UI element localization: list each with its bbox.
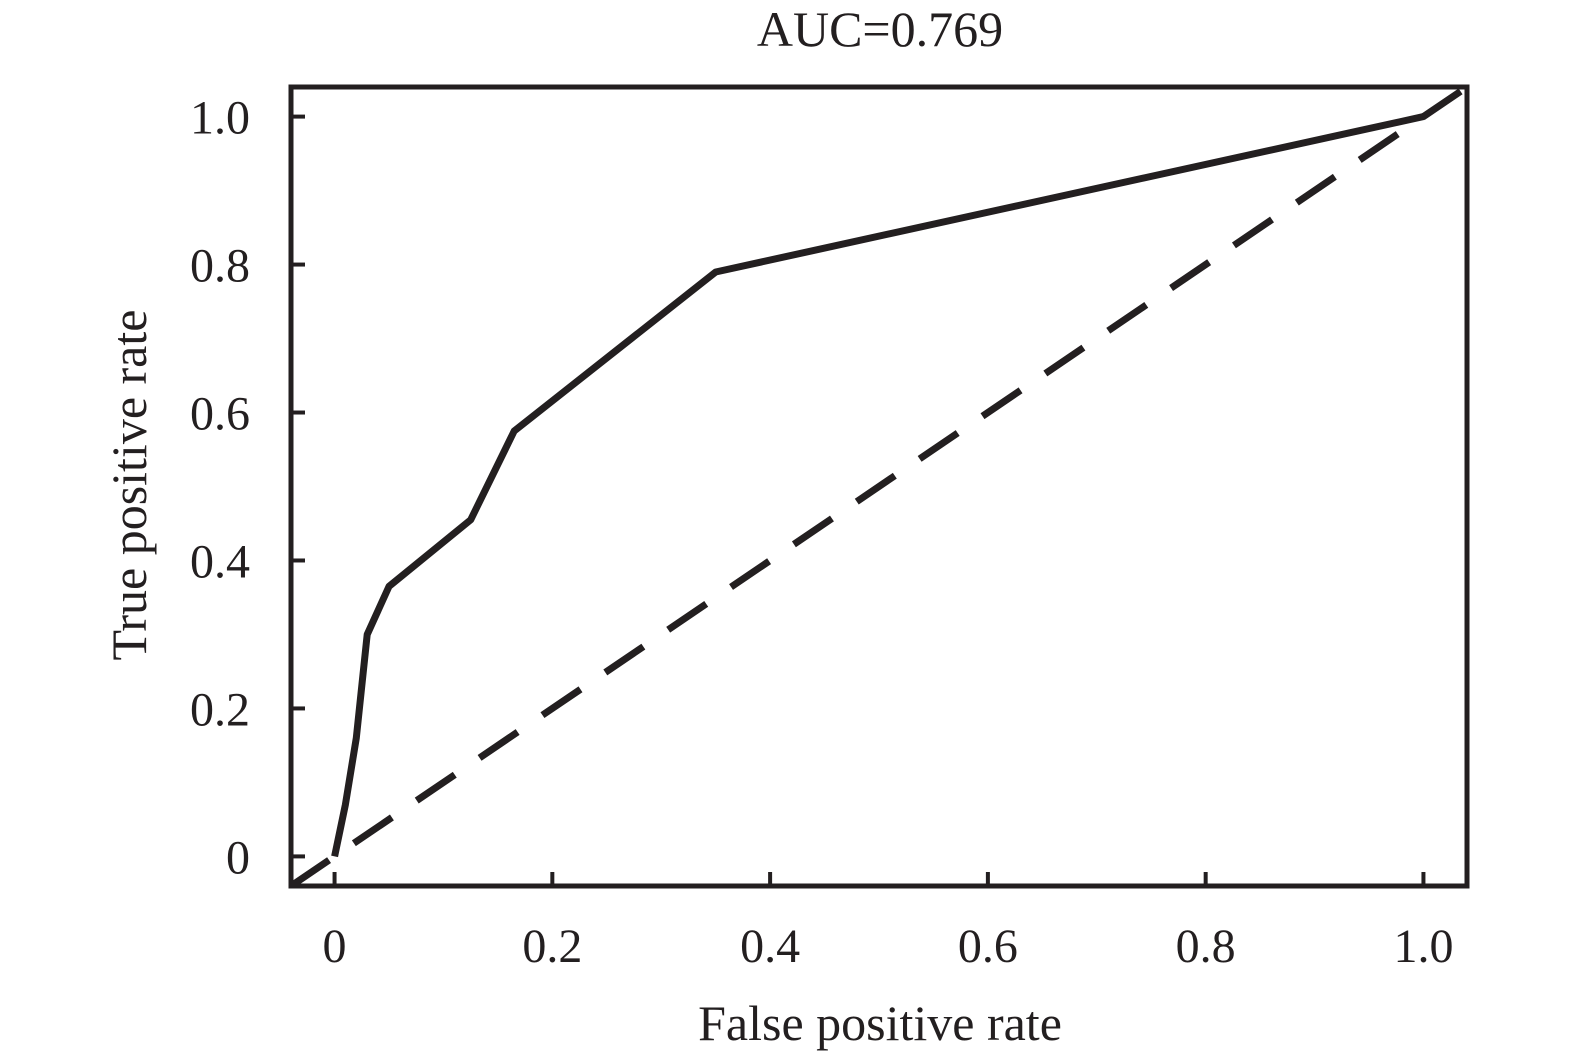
roc-curve-line xyxy=(331,113,1425,858)
chart-title: AUC=0.769 xyxy=(757,1,1003,57)
axis-ticks: 0 0.2 0.4 0.6 0.8 1.0 0 0.2 0.4 0.6 0.8 1.0 xyxy=(190,92,1453,973)
x-tick-label: 0.2 xyxy=(522,920,582,973)
y-tick-label: 0.6 xyxy=(190,388,250,441)
x-tick-label: 0 xyxy=(323,920,347,973)
x-tick-label: 0.8 xyxy=(1176,920,1236,973)
reference-diagonal-line xyxy=(291,87,1467,886)
y-tick-label: 0.2 xyxy=(190,683,250,736)
y-tick-label: 0.8 xyxy=(190,240,250,293)
plot-frame xyxy=(288,84,1470,889)
plot-area xyxy=(288,84,1470,889)
y-tick-label: 0.4 xyxy=(190,535,250,588)
y-axis-label: True positive rate xyxy=(101,310,157,661)
x-axis-label: False positive rate xyxy=(698,995,1062,1051)
x-tick-label: 1.0 xyxy=(1393,920,1453,973)
y-tick-label: 1.0 xyxy=(190,92,250,145)
x-tick-label: 0.6 xyxy=(958,920,1018,973)
x-tick-label: 0.4 xyxy=(740,920,800,973)
y-tick-label: 0 xyxy=(226,831,250,884)
